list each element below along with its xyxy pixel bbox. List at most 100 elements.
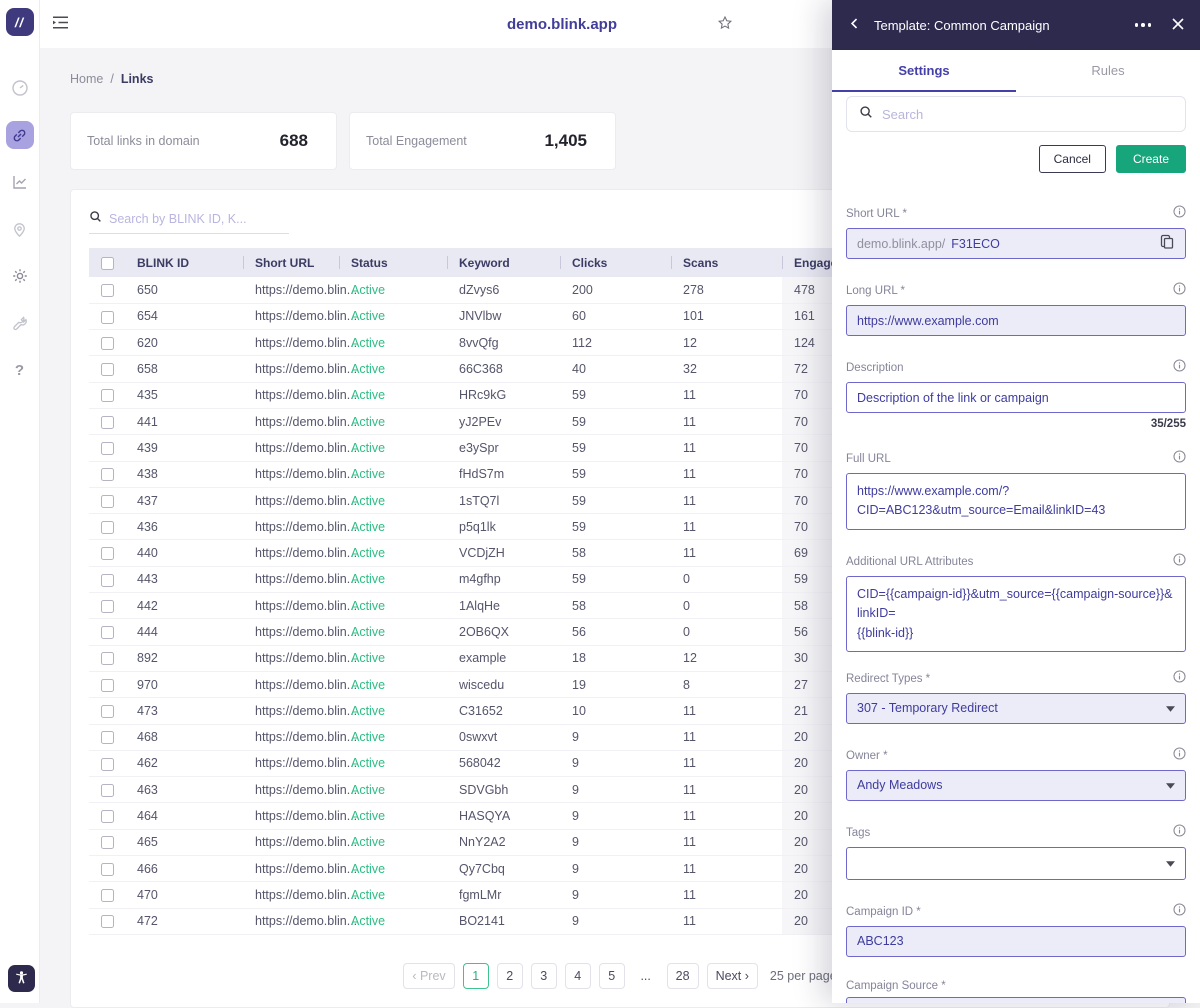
row-checkbox[interactable] [101, 284, 114, 297]
panel-close-button[interactable] [1172, 18, 1184, 33]
accessibility-button[interactable] [8, 965, 35, 992]
cell-clicks: 59 [560, 514, 671, 540]
sidebar-item-dashboard[interactable] [6, 74, 34, 102]
owner-select[interactable]: Andy Meadows [846, 770, 1186, 801]
page-button-4[interactable]: 4 [565, 963, 591, 989]
page-button-5[interactable]: 5 [599, 963, 625, 989]
cell-short-url: https://demo.blin... [243, 777, 339, 803]
row-checkbox[interactable] [101, 468, 114, 481]
row-checkbox[interactable] [101, 547, 114, 560]
info-icon[interactable] [1173, 205, 1186, 223]
short-url-input[interactable]: demo.blink.app/ F31ECO [846, 228, 1186, 259]
panel-more-button[interactable] [1135, 23, 1152, 27]
row-checkbox[interactable] [101, 495, 114, 508]
row-checkbox[interactable] [101, 810, 114, 823]
cell-scans: 12 [671, 645, 782, 671]
info-icon[interactable] [1173, 747, 1186, 765]
row-checkbox[interactable] [101, 574, 114, 587]
row-checkbox[interactable] [101, 337, 114, 350]
cell-short-url: https://demo.blin... [243, 566, 339, 592]
row-checkbox[interactable] [101, 626, 114, 639]
info-icon[interactable] [1173, 903, 1186, 921]
description-input[interactable] [857, 391, 1175, 405]
campaign-source-select[interactable]: Email [846, 997, 1186, 1003]
row-checkbox[interactable] [101, 521, 114, 534]
page-button-3[interactable]: 3 [531, 963, 557, 989]
row-checkbox[interactable] [101, 863, 114, 876]
info-icon[interactable] [1173, 824, 1186, 842]
row-checkbox[interactable] [101, 389, 114, 402]
sidebar-item-links[interactable] [6, 121, 34, 149]
sidebar-item-settings[interactable] [6, 262, 34, 290]
sidebar-item-help[interactable]: ? [6, 356, 34, 384]
row-checkbox[interactable] [101, 600, 114, 613]
app-logo[interactable]: // [6, 8, 34, 36]
per-page-label[interactable]: 25 per page [770, 969, 837, 983]
page-button-1[interactable]: 1 [463, 963, 489, 989]
tags-select[interactable] [846, 847, 1186, 880]
cell-clicks: 40 [560, 356, 671, 382]
cell-blink-id: 436 [125, 514, 243, 540]
row-checkbox[interactable] [101, 416, 114, 429]
table-search-input[interactable] [109, 212, 289, 226]
full-url-textarea[interactable]: https://www.example.com/? CID=ABC123&utm… [846, 473, 1186, 530]
tab-rules[interactable]: Rules [1016, 50, 1200, 92]
page-button-28[interactable]: 28 [667, 963, 699, 989]
row-checkbox[interactable] [101, 363, 114, 376]
row-checkbox[interactable] [101, 679, 114, 692]
cell-blink-id: 442 [125, 593, 243, 619]
copy-button[interactable] [1159, 234, 1175, 253]
sidebar-item-locations[interactable] [6, 215, 34, 243]
cell-blink-id: 462 [125, 750, 243, 776]
url-attributes-textarea[interactable]: CID={{campaign-id}}&utm_source={{campaig… [846, 576, 1186, 652]
row-checkbox[interactable] [101, 731, 114, 744]
favorite-star-button[interactable] [717, 15, 733, 34]
row-checkbox[interactable] [101, 652, 114, 665]
info-icon[interactable] [1173, 670, 1186, 688]
field-label: Campaign Source * [846, 980, 946, 992]
location-pin-icon [11, 221, 28, 238]
row-checkbox[interactable] [101, 784, 114, 797]
cell-status: Active [339, 277, 447, 303]
sidebar-item-analytics[interactable] [6, 168, 34, 196]
cell-clicks: 112 [560, 330, 671, 356]
campaign-id-input[interactable] [857, 934, 1175, 948]
cell-status: Active [339, 408, 447, 434]
cell-keyword: 0swxvt [447, 724, 560, 750]
row-checkbox[interactable] [101, 915, 114, 928]
cell-scans: 11 [671, 514, 782, 540]
info-icon[interactable] [1173, 359, 1186, 377]
create-button[interactable]: Create [1116, 145, 1186, 173]
tools-wrench-icon [11, 315, 28, 332]
short-url-value: F31ECO [951, 237, 1000, 251]
sidebar: // [0, 0, 40, 1003]
prev-page-button[interactable]: ‹ Prev [403, 963, 454, 989]
panel-search-input[interactable] [882, 107, 1173, 122]
info-icon[interactable] [1173, 553, 1186, 571]
panel-back-button[interactable] [848, 17, 861, 33]
breadcrumb-home[interactable]: Home [70, 72, 103, 86]
row-checkbox[interactable] [101, 836, 114, 849]
domain-title[interactable]: demo.blink.app [507, 16, 617, 33]
row-checkbox[interactable] [101, 705, 114, 718]
cell-keyword: dZvys6 [447, 277, 560, 303]
tab-settings[interactable]: Settings [832, 50, 1016, 92]
collapse-menu-button[interactable] [52, 15, 69, 33]
cancel-button[interactable]: Cancel [1039, 145, 1106, 173]
long-url-input[interactable] [857, 314, 1175, 328]
info-icon[interactable] [1173, 450, 1186, 468]
search-icon [859, 105, 873, 124]
row-checkbox[interactable] [101, 758, 114, 771]
row-checkbox[interactable] [101, 889, 114, 902]
page-button-2[interactable]: 2 [497, 963, 523, 989]
next-page-button[interactable]: Next › [707, 963, 758, 989]
info-icon[interactable] [1173, 282, 1186, 300]
select-all-checkbox[interactable] [101, 257, 114, 270]
row-checkbox[interactable] [101, 442, 114, 455]
redirect-types-select[interactable]: 307 - Temporary Redirect [846, 693, 1186, 724]
cell-blink-id: 650 [125, 277, 243, 303]
sidebar-item-tools[interactable] [6, 309, 34, 337]
row-checkbox[interactable] [101, 311, 114, 324]
close-icon [1172, 18, 1184, 33]
cell-scans: 11 [671, 856, 782, 882]
